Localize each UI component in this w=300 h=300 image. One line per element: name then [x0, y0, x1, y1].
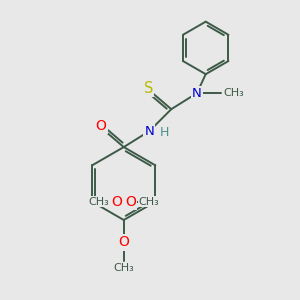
Text: CH₃: CH₃: [224, 88, 244, 98]
Text: O: O: [125, 195, 136, 209]
Text: CH₃: CH₃: [88, 197, 109, 207]
Text: CH₃: CH₃: [113, 263, 134, 273]
Text: O: O: [96, 119, 106, 133]
Text: H: H: [159, 126, 169, 139]
Text: O: O: [118, 236, 129, 250]
Text: N: N: [192, 87, 202, 100]
Text: N: N: [145, 124, 154, 137]
Text: O: O: [112, 195, 122, 209]
Text: CH₃: CH₃: [138, 197, 159, 207]
Text: S: S: [144, 81, 153, 96]
